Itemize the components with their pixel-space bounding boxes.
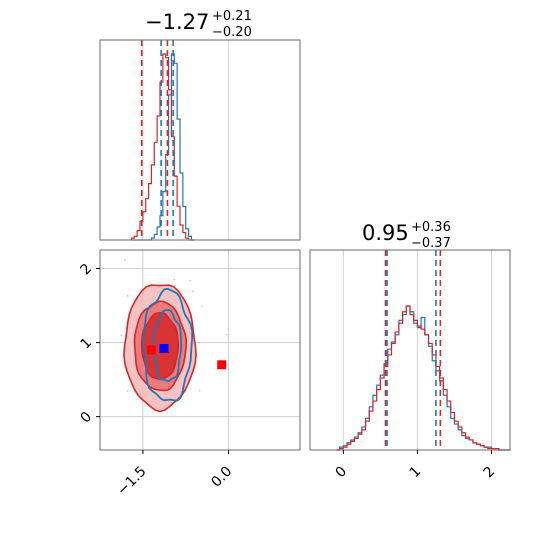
panel-bottom-left-frame: [99, 249, 301, 451]
y-tick-label: 2: [78, 261, 96, 279]
panel-top-left: −1.27 +0.21 −0.20: [99, 9, 301, 241]
sample-point: [173, 284, 176, 287]
y-tick-label: 1: [78, 335, 96, 353]
sample-point: [173, 278, 176, 281]
truth-marker: [159, 344, 169, 353]
x-tick-label: −1.5: [114, 464, 149, 499]
sample-point: [225, 333, 228, 336]
title-sup: +0.36: [411, 220, 451, 235]
title-sup: +0.21: [212, 9, 252, 24]
y-tick-label: 0: [78, 409, 96, 427]
sample-point: [126, 390, 129, 392]
panel-top-left-frame: [99, 39, 301, 241]
x-tick-label: 0.0: [208, 464, 235, 491]
panel-bottom-left: −1.5 0.0 0 1 2: [78, 249, 301, 499]
truth-marker: [217, 360, 227, 370]
sample-point: [198, 389, 201, 392]
panel-bottom-right-title: 0.95 +0.36 −0.37: [362, 220, 451, 251]
sample-point: [126, 294, 129, 297]
sample-point: [120, 334, 123, 336]
sample-point: [189, 279, 191, 282]
truth-marker: [146, 345, 156, 355]
x-tick-label: 2: [481, 464, 499, 482]
sample-point: [123, 259, 126, 261]
sample-point: [198, 342, 200, 344]
x-tick-label: 1: [407, 464, 425, 482]
x-tick-label: 0: [333, 464, 351, 482]
sample-point: [192, 290, 195, 293]
title-main: 0.95: [362, 221, 409, 245]
panel-top-left-title: −1.27 +0.21 −0.20: [145, 9, 252, 40]
title-main: −1.27: [145, 10, 209, 34]
panel-bottom-right-frame: [309, 249, 511, 451]
histogram-blue: [335, 305, 510, 451]
contour-blue-level: [142, 287, 194, 402]
sample-point: [201, 305, 204, 308]
title-sub: −0.20: [212, 25, 252, 40]
title-sub: −0.37: [411, 236, 451, 251]
histogram-red: [335, 305, 510, 451]
panel-bottom-right: 0.95 +0.36 −0.37 0 1 2: [309, 220, 511, 482]
